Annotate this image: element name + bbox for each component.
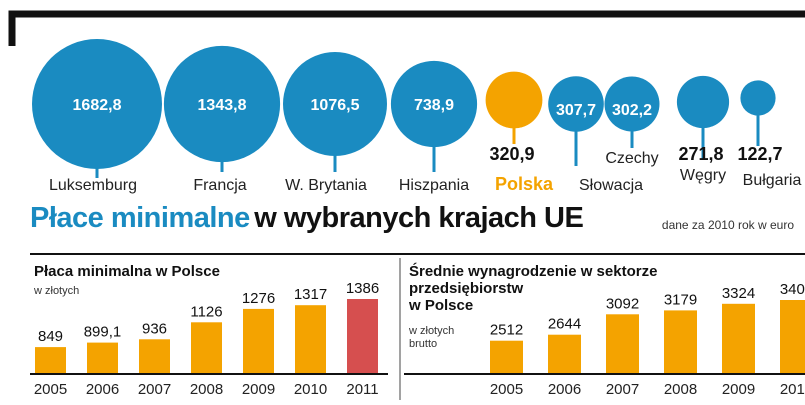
x-tick-label: 2006 <box>548 381 581 398</box>
bar-2007 <box>606 314 639 373</box>
bar-2010 <box>295 305 326 373</box>
bar-2009 <box>722 303 755 373</box>
bar-2005 <box>490 340 523 373</box>
right-chart-subtitle: brutto <box>409 338 437 350</box>
x-tick-label: 2010 <box>294 381 327 398</box>
bubble-Węgry <box>676 75 730 129</box>
bar-value: 899,1 <box>84 324 122 341</box>
bar-value: 1276 <box>242 290 275 307</box>
bubble-value: 307,7 <box>556 102 596 119</box>
bubble-value: 271,8 <box>678 144 723 164</box>
bubble-label: Węgry <box>680 167 726 184</box>
bubble-label: Luksemburg <box>49 177 137 194</box>
x-tick-label: 2011 <box>346 381 378 398</box>
bar-value: 1386 <box>346 280 379 297</box>
bar-value: 1317 <box>294 286 327 303</box>
x-tick-label: 2005 <box>490 381 523 398</box>
bar-value: 2644 <box>548 316 581 333</box>
x-tick-label: 2007 <box>138 381 171 398</box>
bubble-Czechy <box>604 76 660 132</box>
bar-2006 <box>87 342 118 373</box>
bubble-Polska <box>485 71 543 129</box>
bar-value: 1126 <box>190 303 222 320</box>
bubble-Francja <box>163 45 281 163</box>
bar-2005 <box>35 347 66 373</box>
bar-2010 <box>780 300 805 373</box>
bubble-value: 1076,5 <box>311 97 360 114</box>
bar-value: 3092 <box>606 295 639 312</box>
bubble-label: Słowacja <box>579 177 643 194</box>
bar-value: 3324 <box>722 285 755 302</box>
x-tick-label: 2008 <box>190 381 223 398</box>
left-chart-subtitle: w złotych <box>33 285 79 297</box>
bar-value: 3179 <box>664 291 697 308</box>
right-chart-title: przedsiębiorstw <box>409 280 524 297</box>
bar-2007 <box>139 339 170 373</box>
bar-2009 <box>243 308 274 373</box>
bar-2011 <box>347 299 378 373</box>
bar-value: 2512 <box>490 322 523 339</box>
bar-2006 <box>548 334 581 373</box>
bubble-Hiszpania <box>390 60 478 148</box>
bar-value: 936 <box>142 320 167 337</box>
data-note: dane za 2010 rok w euro <box>661 218 794 232</box>
right-chart-title: w Polsce <box>408 297 473 314</box>
x-tick-label: 2008 <box>664 381 697 398</box>
bubble-value: 738,9 <box>414 97 454 114</box>
bubble-Bułgaria <box>740 80 776 116</box>
bar-value: 3407 <box>780 281 805 298</box>
bubble-value: 320,9 <box>489 144 534 164</box>
title-rest: w wybranych krajach UE <box>254 202 584 234</box>
bubble-value: 1343,8 <box>198 97 247 114</box>
bubble-label: Francja <box>193 177 246 194</box>
bubble-label: Czechy <box>605 150 658 167</box>
bubble-label: W. Brytania <box>285 177 367 194</box>
main-title: Płace minimalne w wybranych krajach UE d… <box>30 202 800 242</box>
x-tick-label: 2006 <box>86 381 119 398</box>
x-tick-label: 2010 <box>780 381 805 398</box>
bubble-Luksemburg <box>32 39 162 169</box>
bubble-value: 302,2 <box>612 102 652 119</box>
bubble-label: Polska <box>495 174 554 194</box>
bubble-Słowacja <box>548 76 604 132</box>
title-highlight: Płace minimalne <box>30 202 250 234</box>
x-tick-label: 2005 <box>34 381 67 398</box>
bubble-label: Bułgaria <box>743 172 802 189</box>
bubble-W. Brytania <box>283 52 387 156</box>
bar-2008 <box>191 322 222 373</box>
x-tick-label: 2009 <box>722 381 755 398</box>
corner-frame <box>8 10 805 46</box>
left-chart-title: Płaca minimalna w Polsce <box>34 263 220 280</box>
x-tick-label: 2009 <box>242 381 275 398</box>
bubble-value: 122,7 <box>737 144 782 164</box>
bubble-value: 1682,8 <box>73 97 122 114</box>
right-chart-subtitle: w złotych <box>408 325 454 337</box>
x-tick-label: 2007 <box>606 381 639 398</box>
bubble-label: Hiszpania <box>399 177 469 194</box>
right-chart-title: Średnie wynagrodzenie w sektorze <box>409 262 657 280</box>
bar-value: 849 <box>38 328 63 345</box>
bar-2008 <box>664 310 697 373</box>
